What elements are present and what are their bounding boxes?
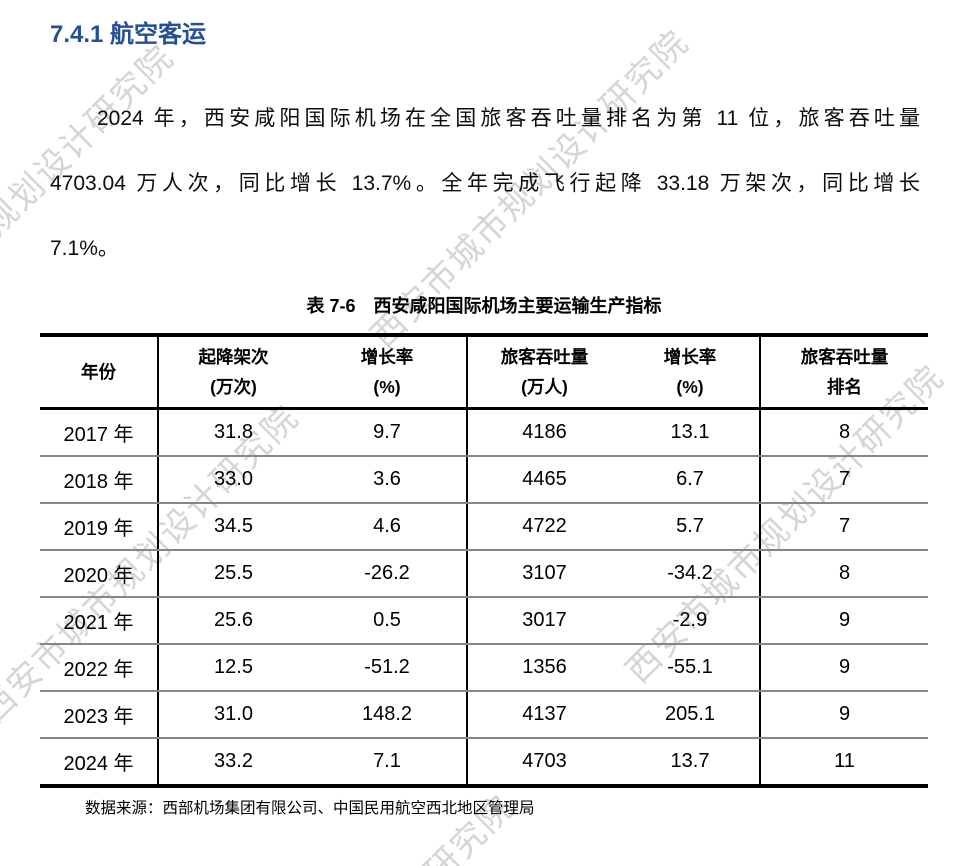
header-cell-throughput: 旅客吞吐量 (万人) (467, 335, 621, 410)
airport-indicators-table: 年份 起降架次 (万次) 增长率 (%) 旅客吞吐量 (万人) (40, 333, 928, 788)
table-row: 2017 年 31.8 9.7 4186 13.1 8 (40, 408, 928, 457)
table-cell: 1356 (467, 644, 621, 692)
table-cell: 0.5 (308, 597, 468, 645)
table-cell: -55.1 (621, 644, 761, 692)
table-cell: 2021 年 (40, 597, 159, 645)
table-header-row: 年份 起降架次 (万次) 增长率 (%) 旅客吞吐量 (万人) (40, 335, 928, 410)
table-header: 年份 起降架次 (万次) 增长率 (%) 旅客吞吐量 (万人) (40, 335, 928, 410)
header-cell-growth-2: 增长率 (%) (621, 335, 761, 410)
table-cell: 8 (760, 550, 928, 598)
table-cell: 31.8 (158, 408, 308, 457)
header-label: 增长率 (663, 347, 717, 367)
table-body: 2017 年 31.8 9.7 4186 13.1 8 2018 年 33.0 3.6 4465 6… (40, 408, 928, 786)
table-cell: 9 (760, 644, 928, 692)
table-cell: 13.1 (621, 408, 761, 457)
table-cell: 9 (760, 691, 928, 739)
table-cell: 4137 (467, 691, 621, 739)
table-row: 2019 年 34.5 4.6 4722 5.7 7 (40, 503, 928, 551)
table-cell: 25.6 (158, 597, 308, 645)
table-cell: 4186 (467, 408, 621, 457)
table-cell: 7 (760, 503, 928, 551)
paragraph-line: 2024 年，西安咸阳国际机场在全国旅客吞吐量排名为第 11 位，旅客吞吐量 (97, 107, 920, 130)
table-cell: 9.7 (308, 408, 468, 457)
table-cell: 6.7 (621, 456, 761, 504)
table-cell: 3107 (467, 550, 621, 598)
header-label: 旅客吞吐量 (500, 347, 589, 367)
table-cell: 34.5 (158, 503, 308, 551)
table-row: 2024 年 33.2 7.1 4703 13.7 11 (40, 738, 928, 786)
paragraph-line: 4703.04 万人次，同比增长 13.7%。全年完成飞行起降 33.18 万架… (50, 172, 920, 195)
header-unit: 排名 (827, 377, 862, 397)
table-cell: 4703 (522, 750, 567, 772)
header-cell-ranking: 旅客吞吐量 排名 (760, 335, 928, 410)
table-row: 2018 年 33.0 3.6 4465 6.7 7 (40, 456, 928, 504)
table-cell: 2018 年 (40, 456, 159, 504)
table-cell: 25.5 (158, 550, 308, 598)
table-cell: 148.2 (308, 691, 468, 739)
table-cell: 3.6 (308, 456, 468, 504)
table-cell: 2019 年 (40, 503, 159, 551)
table-cell: -51.2 (308, 644, 468, 692)
table-cell: 3017 (467, 597, 621, 645)
table-cell: 31.0 (158, 691, 308, 739)
table-cell: 13.7 (621, 738, 761, 786)
section-heading: 7.4.1 航空客运 (50, 21, 207, 48)
header-cell-sorties: 起降架次 (万次) (158, 335, 308, 410)
table-row: 2021 年 25.6 0.5 3017 -2.9 9 (40, 597, 928, 645)
table-cell: -2.9 (621, 597, 761, 645)
table-cell: 7.1 (308, 738, 468, 786)
table-cell: 4465 (467, 456, 621, 504)
table-cell: 2023 年 (40, 691, 159, 739)
data-source-note: 数据来源：西部机场集团有限公司、中国民用航空西北地区管理局 (85, 800, 535, 817)
header-label: 旅客吞吐量 (800, 347, 889, 367)
table-cell: 12.5 (158, 644, 308, 692)
header-label: 年份 (81, 362, 116, 382)
table-row: 2020 年 25.5 -26.2 3107 -34.2 8 (40, 550, 928, 598)
header-label: 起降架次 (198, 347, 269, 367)
paragraph-line: 7.1%。 (50, 237, 119, 260)
header-cell-year: 年份 (40, 335, 159, 410)
table-caption: 表 7-6 西安咸阳国际机场主要运输生产指标 (306, 296, 662, 316)
header-cell-growth-1: 增长率 (%) (308, 335, 468, 410)
body-paragraph: 2024 年，西安咸阳国际机场在全国旅客吞吐量排名为第 11 位，旅客吞吐量 4… (50, 86, 920, 281)
table-cell: 11 (834, 750, 855, 772)
table-cell: -34.2 (621, 550, 761, 598)
table-row: 2023 年 31.0 148.2 4137 205.1 9 (40, 691, 928, 739)
header-unit: (万次) (210, 377, 257, 397)
table-cell: 2022 年 (40, 644, 159, 692)
table-cell: 33.2 (214, 750, 253, 772)
table-cell: 2024 年 (40, 738, 159, 786)
table-cell: 4722 (467, 503, 621, 551)
table-cell: 33.0 (158, 456, 308, 504)
table-cell: 9 (760, 597, 928, 645)
header-unit: (%) (676, 377, 704, 397)
table-cell: 7 (760, 456, 928, 504)
table-cell: 5.7 (621, 503, 761, 551)
table-row: 2022 年 12.5 -51.2 1356 -55.1 9 (40, 644, 928, 692)
table-cell: -26.2 (308, 550, 468, 598)
table-cell: 8 (760, 408, 928, 457)
header-unit: (%) (373, 377, 401, 397)
table-cell: 205.1 (621, 691, 761, 739)
table-cell: 2020 年 (40, 550, 159, 598)
header-label: 增长率 (360, 347, 414, 367)
table-cell: 2017 年 (40, 408, 159, 457)
header-unit: (万人) (521, 377, 568, 397)
table-cell: 4.6 (308, 503, 468, 551)
